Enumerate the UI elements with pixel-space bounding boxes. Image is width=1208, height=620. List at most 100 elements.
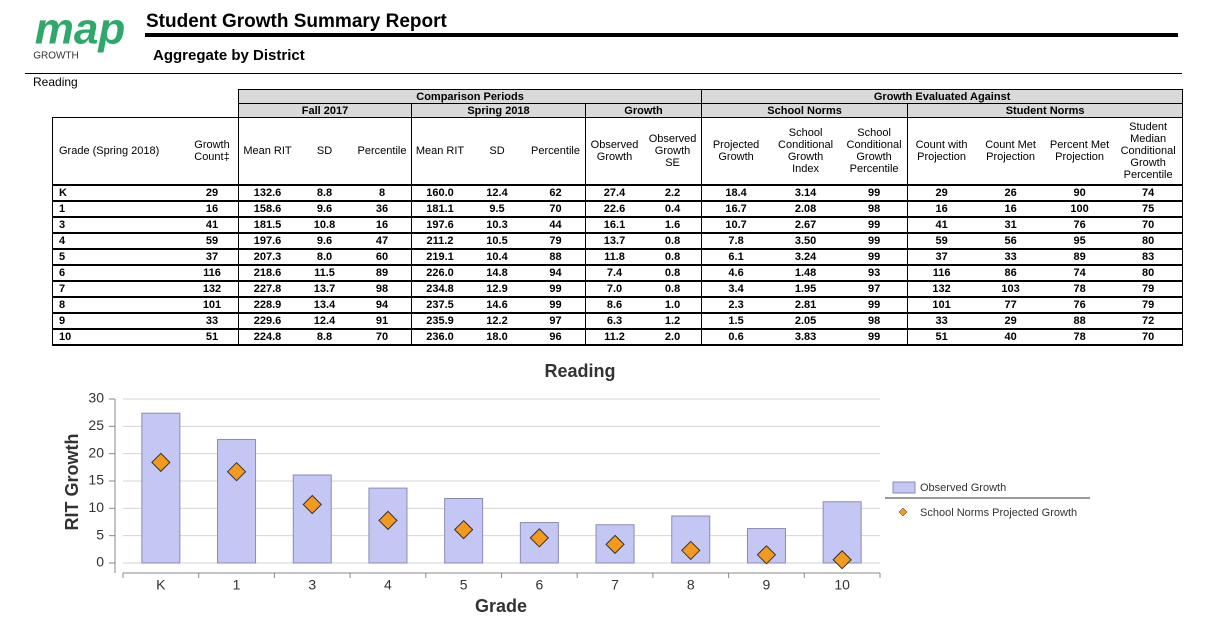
value-cell: 8.8 — [296, 185, 353, 202]
value-cell: 100 — [1045, 201, 1114, 218]
value-cell: 16.7 — [701, 201, 771, 218]
value-cell: 97 — [840, 281, 908, 298]
column-header: School Conditional Growth Percentile — [840, 117, 908, 186]
group-header: Growth Evaluated Against — [701, 89, 1184, 104]
value-cell: 237.5 — [411, 297, 469, 314]
value-cell: 0.8 — [643, 233, 702, 250]
value-cell: 90 — [1045, 185, 1114, 202]
table-row: K 29 132.6 8.8 8 160.0 12.4 62 27.4 2.2 18.4 3.14 99… — [52, 185, 1184, 202]
subject: Reading — [33, 75, 78, 89]
value-cell: 4.6 — [701, 265, 771, 282]
value-cell: 8.6 — [585, 297, 644, 314]
column-header: Projected Growth — [701, 117, 771, 186]
value-cell: 76 — [1045, 217, 1114, 234]
value-cell: 37 — [185, 249, 239, 266]
value-cell: 9.5 — [468, 201, 526, 218]
group-header: Comparison Periods — [237, 89, 703, 104]
subgroup-header: Fall 2017 — [238, 103, 412, 118]
value-cell: 11.5 — [296, 265, 353, 282]
value-cell: 227.8 — [238, 281, 297, 298]
x-tick-label: 6 — [535, 577, 543, 593]
table-row: Grade (Spring 2018) Growth Count‡ Mean RIT… — [52, 117, 1184, 186]
y-tick-label: 0 — [96, 554, 104, 570]
value-cell: 3.24 — [770, 249, 841, 266]
subgroup-header: Growth — [584, 103, 703, 118]
value-cell: 2.67 — [770, 217, 841, 234]
value-cell: 99 — [525, 281, 586, 298]
value-cell: 211.2 — [411, 233, 469, 250]
value-cell: 6.3 — [585, 313, 644, 330]
value-cell: 16 — [907, 201, 976, 218]
value-cell: 37 — [907, 249, 976, 266]
value-cell: 3.50 — [770, 233, 841, 250]
value-cell: 51 — [185, 329, 239, 346]
value-cell: 77 — [975, 297, 1046, 314]
value-cell: 197.6 — [411, 217, 469, 234]
value-cell: 218.6 — [238, 265, 297, 282]
table-row: 9 33 229.6 12.4 91 235.9 12.2 97 6.3 1.2 1.5 2.05 98… — [52, 313, 1184, 330]
value-cell: 80 — [1113, 265, 1184, 282]
value-cell: 18.0 — [468, 329, 526, 346]
x-tick-label: 7 — [611, 577, 619, 593]
value-cell: 89 — [1045, 249, 1114, 266]
report-subtitle: Aggregate by District — [153, 47, 305, 64]
value-cell: 219.1 — [411, 249, 469, 266]
value-cell: 181.5 — [238, 217, 297, 234]
value-cell: 88 — [525, 249, 586, 266]
value-cell: 101 — [185, 297, 239, 314]
value-cell: 1.48 — [770, 265, 841, 282]
column-header: Mean RIT — [238, 117, 297, 186]
value-cell: 70 — [1113, 217, 1184, 234]
legend-marker — [898, 507, 908, 517]
title-rule — [145, 33, 1178, 37]
grade-cell: 10 — [52, 329, 186, 346]
x-axis-label: Grade — [475, 596, 527, 616]
value-cell: 99 — [840, 329, 908, 346]
subgroup-header: Spring 2018 — [411, 103, 586, 118]
value-cell: 94 — [352, 297, 412, 314]
column-header: Mean RIT — [411, 117, 469, 186]
table-row: 8 101 228.9 13.4 94 237.5 14.6 99 8.6 1.0 2.3 2.81 9… — [52, 297, 1184, 314]
value-cell: 33 — [975, 249, 1046, 266]
projected-marker — [832, 550, 852, 570]
table-row: 4 59 197.6 9.6 47 211.2 10.5 79 13.7 0.8 7.8 3.50 99… — [52, 233, 1184, 250]
column-header: Student Median Conditional Growth Percen… — [1113, 117, 1184, 186]
projected-marker — [681, 540, 701, 561]
value-cell: 234.8 — [411, 281, 469, 298]
x-tick-label: 1 — [233, 577, 241, 593]
value-cell: 95 — [1045, 233, 1114, 250]
value-cell: 13.4 — [296, 297, 353, 314]
x-tick-label: 8 — [687, 577, 695, 593]
column-header: SD — [296, 117, 353, 186]
value-cell: 41 — [907, 217, 976, 234]
projected-marker — [453, 519, 474, 540]
value-cell: 27.4 — [585, 185, 644, 202]
value-cell: 2.3 — [701, 297, 771, 314]
value-cell: 99 — [840, 297, 908, 314]
value-cell: 60 — [352, 249, 412, 266]
value-cell: 0.8 — [643, 265, 702, 282]
value-cell: 98 — [840, 313, 908, 330]
value-cell: 12.2 — [468, 313, 526, 330]
value-cell: 79 — [1113, 281, 1184, 298]
column-header: Count with Projection — [907, 117, 976, 186]
value-cell: 11.8 — [585, 249, 644, 266]
value-cell: 40 — [975, 329, 1046, 346]
value-cell: 9.6 — [296, 233, 353, 250]
value-cell: 12.4 — [296, 313, 353, 330]
table-row: 10 51 224.8 8.8 70 236.0 18.0 96 11.2 2.0 0.6 3.83 9… — [52, 329, 1184, 346]
value-cell: 78 — [1045, 281, 1114, 298]
grade-cell: 9 — [52, 313, 186, 330]
value-cell: 8.0 — [296, 249, 353, 266]
value-cell: 10.3 — [468, 217, 526, 234]
value-cell: 226.0 — [411, 265, 469, 282]
value-cell: 14.6 — [468, 297, 526, 314]
table-row: 6 116 218.6 11.5 89 226.0 14.8 94 7.4 0.8 4.6 1.48 9… — [52, 265, 1184, 282]
value-cell: 86 — [975, 265, 1046, 282]
value-cell: 1.2 — [643, 313, 702, 330]
legend-label: Observed Growth — [920, 482, 1006, 494]
value-cell: 18.4 — [701, 185, 771, 202]
value-cell: 12.4 — [468, 185, 526, 202]
value-cell: 96 — [525, 329, 586, 346]
